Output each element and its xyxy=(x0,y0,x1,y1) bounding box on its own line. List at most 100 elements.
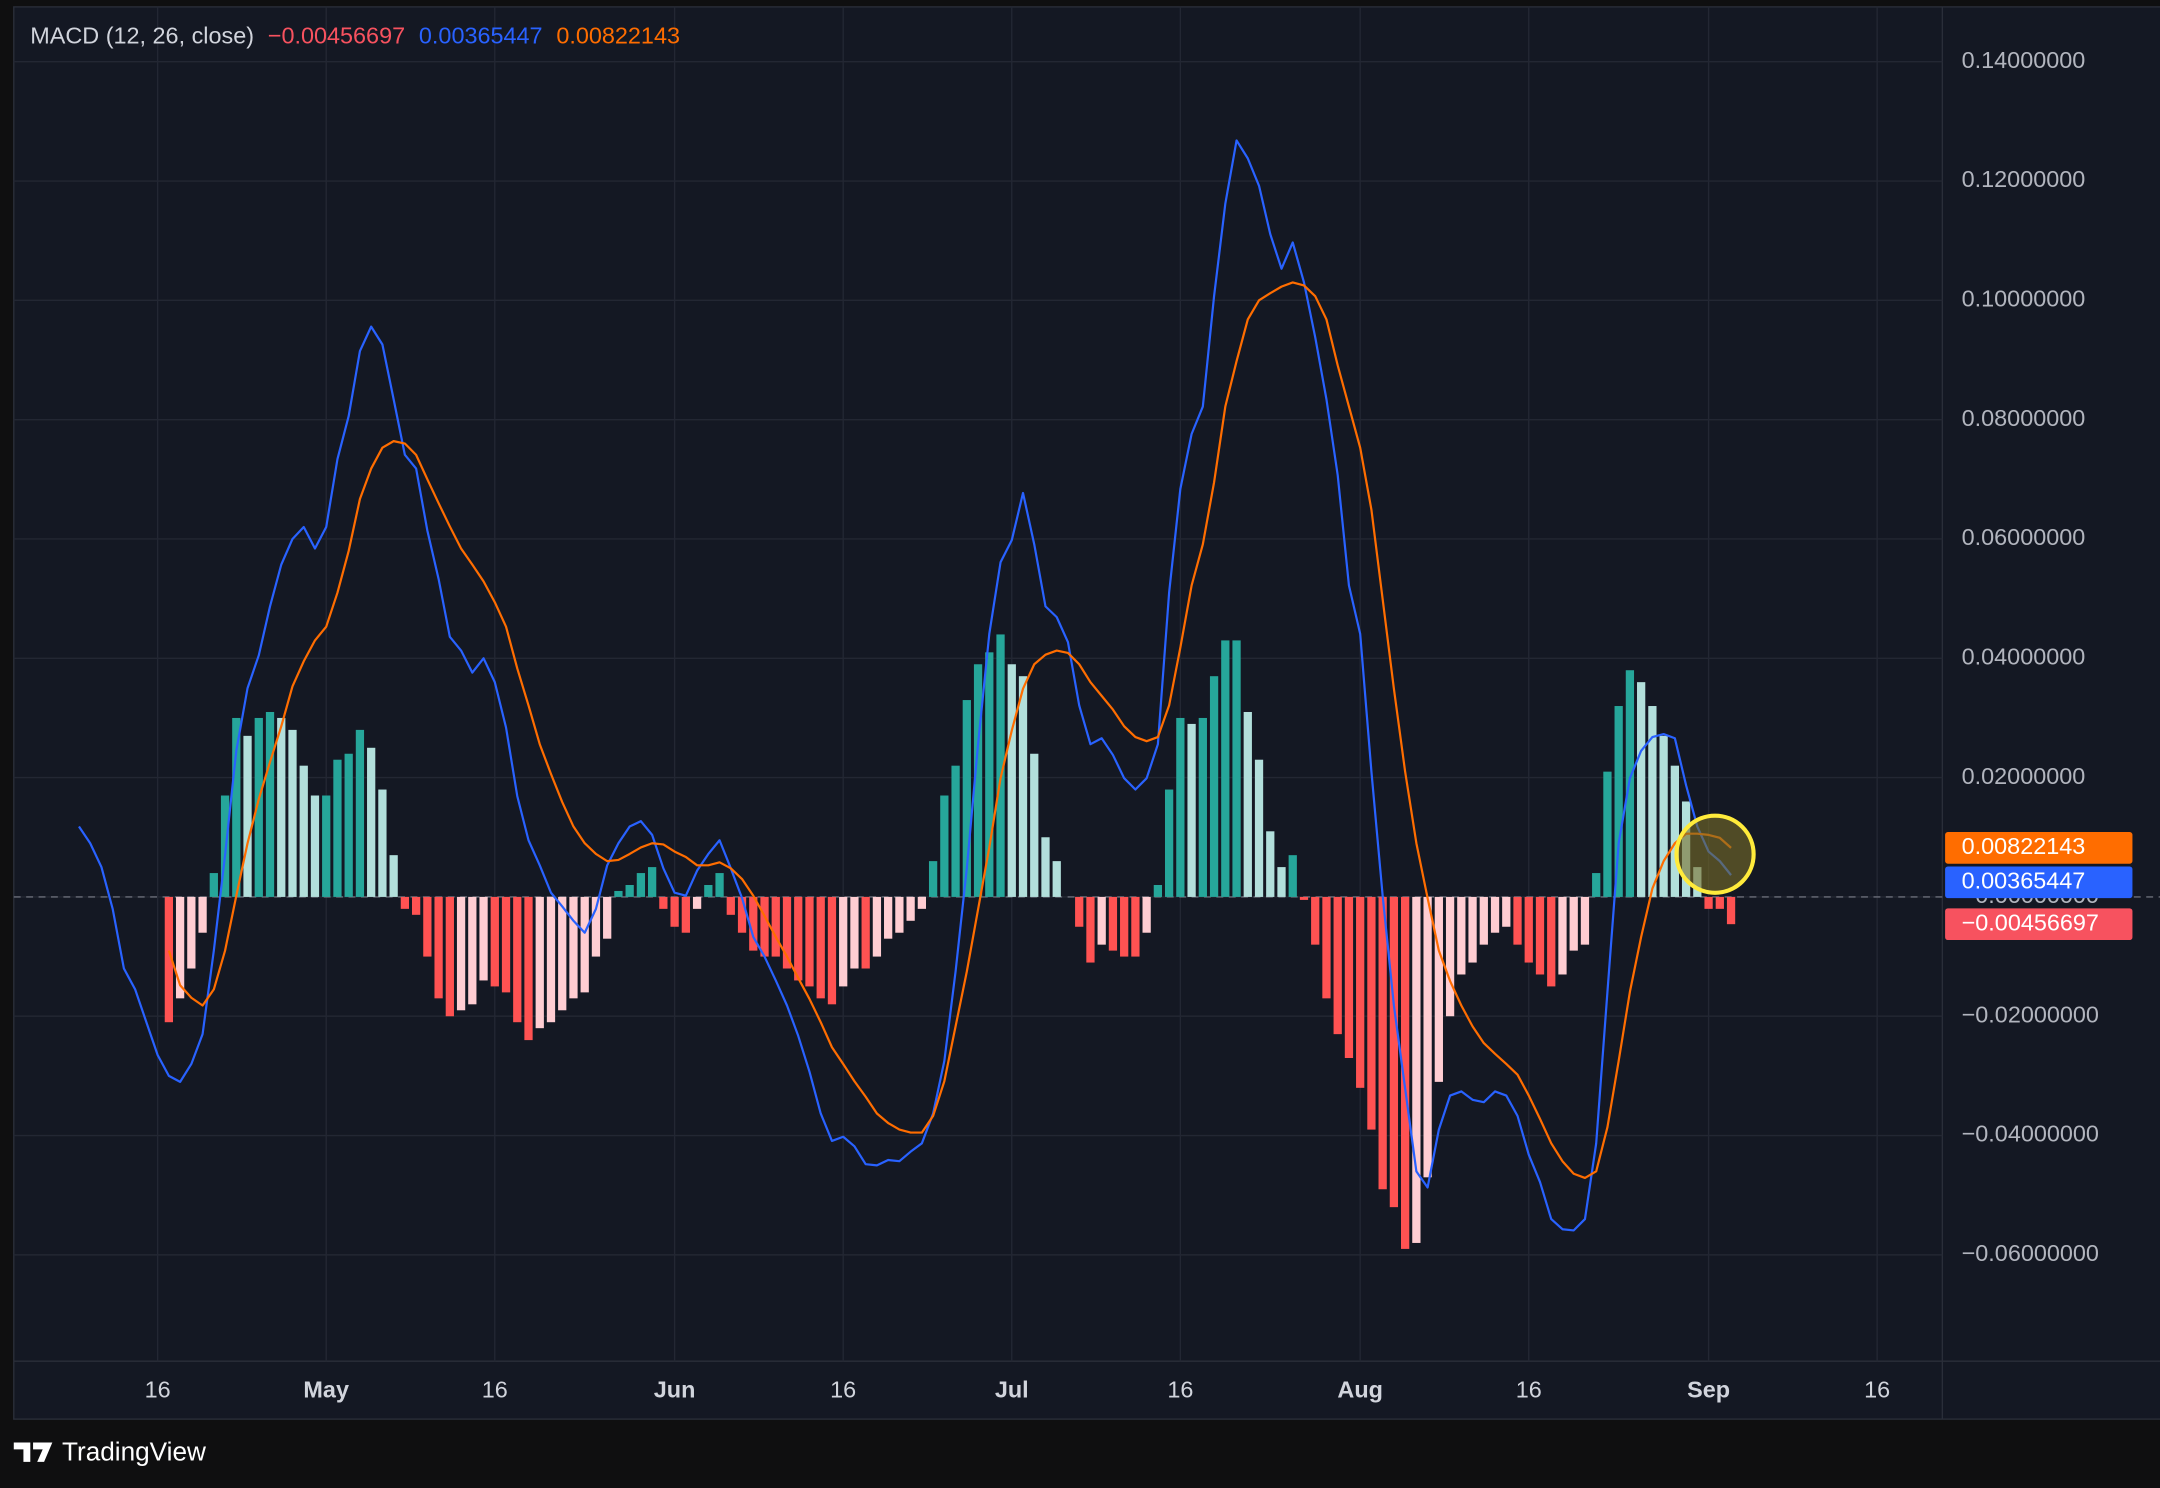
histogram-bar xyxy=(513,896,522,1023)
y-tick-label: 0.10000000 xyxy=(1962,286,2086,312)
histogram-bar xyxy=(928,861,938,897)
histogram-bar xyxy=(1513,896,1522,945)
histogram-bar xyxy=(1389,896,1399,1208)
histogram-bar xyxy=(535,896,544,1029)
histogram-bar xyxy=(445,896,454,1017)
x-tick-label: 16 xyxy=(1864,1377,1890,1403)
histogram-bar xyxy=(636,873,646,897)
histogram-bar xyxy=(1648,706,1657,897)
y-tick-label: 0.12000000 xyxy=(1962,166,2086,192)
histogram-bar xyxy=(940,795,949,897)
histogram-bar xyxy=(659,896,668,909)
histogram-bar xyxy=(996,634,1005,897)
histogram-bar xyxy=(614,890,623,897)
histogram-bar xyxy=(490,896,499,987)
logo-icon xyxy=(13,1442,53,1462)
histogram-bar xyxy=(389,855,398,897)
x-tick-label: Jul xyxy=(995,1377,1029,1403)
histogram-bar xyxy=(479,896,488,981)
histogram-bar xyxy=(895,896,904,933)
histogram-bar xyxy=(468,896,477,1005)
histogram-bar xyxy=(1007,664,1016,897)
histogram-bar xyxy=(1356,896,1365,1088)
histogram-bar xyxy=(558,896,567,1011)
x-tick-label: 16 xyxy=(1516,1377,1542,1403)
histogram-bar xyxy=(378,789,387,897)
price-badge-label: 0.00822143 xyxy=(1962,833,2086,859)
histogram-bar xyxy=(1715,896,1724,909)
histogram-bar xyxy=(1254,759,1264,897)
legend-value: −0.00456697 xyxy=(268,22,405,48)
histogram-bar xyxy=(884,896,893,939)
histogram-bar xyxy=(1232,640,1241,897)
histogram-bar xyxy=(782,896,792,969)
histogram-bar xyxy=(827,896,837,1005)
histogram-bar xyxy=(1367,896,1376,1130)
y-tick-label: 0.14000000 xyxy=(1962,47,2086,73)
histogram-bar xyxy=(749,896,758,951)
histogram-bar xyxy=(1614,706,1623,897)
histogram-bar xyxy=(164,896,174,1023)
histogram-bar xyxy=(771,896,780,957)
y-tick-label: −0.02000000 xyxy=(1962,1001,2099,1027)
histogram-bar xyxy=(1445,896,1455,1017)
histogram-bar xyxy=(603,896,612,939)
histogram-bar xyxy=(299,765,308,897)
histogram-bar xyxy=(1704,896,1713,909)
histogram-bar xyxy=(861,896,870,969)
y-tick-label: 0.04000000 xyxy=(1962,643,2086,669)
histogram-bar xyxy=(1075,896,1084,927)
panel xyxy=(13,6,2160,1420)
histogram-bar xyxy=(794,896,803,981)
x-tick-label: Aug xyxy=(1337,1377,1382,1403)
histogram-bar xyxy=(1333,896,1342,1035)
histogram-bar xyxy=(1423,896,1432,1178)
histogram-bar xyxy=(850,896,859,969)
histogram-bar xyxy=(1569,896,1578,951)
histogram-bar xyxy=(805,896,814,987)
x-tick-label: 16 xyxy=(145,1377,171,1403)
histogram-bar xyxy=(1299,896,1309,900)
histogram-bar xyxy=(524,896,533,1041)
price-badge xyxy=(1945,866,2133,899)
histogram-bar xyxy=(1401,896,1410,1249)
histogram-bar xyxy=(681,896,690,933)
histogram-bar xyxy=(310,795,320,897)
histogram-bar xyxy=(1243,711,1252,897)
y-tick-label: 0.08000000 xyxy=(1962,405,2086,431)
legend-value: 0.00822143 xyxy=(556,22,680,48)
histogram-bar xyxy=(400,896,410,909)
histogram-bar xyxy=(265,711,275,897)
price-badge xyxy=(1945,832,2133,864)
indicator-title: MACD (12, 26, close) xyxy=(30,22,254,48)
x-tick-label: 16 xyxy=(830,1377,856,1403)
histogram-bar xyxy=(985,652,994,897)
histogram-bar xyxy=(1041,837,1050,897)
histogram-bar xyxy=(816,896,825,999)
histogram-bar xyxy=(1311,896,1320,945)
histogram-bar xyxy=(962,700,971,897)
histogram-bar xyxy=(232,717,241,897)
x-tick-label: Sep xyxy=(1687,1377,1730,1403)
histogram-bar xyxy=(344,753,353,897)
histogram-bar xyxy=(760,896,769,957)
histogram-bar xyxy=(715,873,724,897)
histogram-bar xyxy=(243,735,252,897)
histogram-bar xyxy=(288,729,297,897)
histogram-bar xyxy=(501,896,511,993)
histogram-bar xyxy=(1187,723,1196,897)
y-tick-label: −0.06000000 xyxy=(1962,1240,2099,1266)
histogram-bar xyxy=(1277,867,1286,897)
x-tick-label: Jun xyxy=(654,1377,696,1403)
histogram-bar xyxy=(1457,896,1466,975)
histogram-bar xyxy=(187,896,196,969)
histogram-bar xyxy=(546,896,556,1023)
histogram-bar xyxy=(625,884,634,897)
histogram-bar xyxy=(973,664,983,897)
histogram-bar xyxy=(917,896,927,909)
histogram-bar xyxy=(1535,896,1545,975)
histogram-bar xyxy=(1344,896,1354,1059)
histogram-bar xyxy=(1490,896,1500,933)
histogram-bar xyxy=(367,747,376,897)
